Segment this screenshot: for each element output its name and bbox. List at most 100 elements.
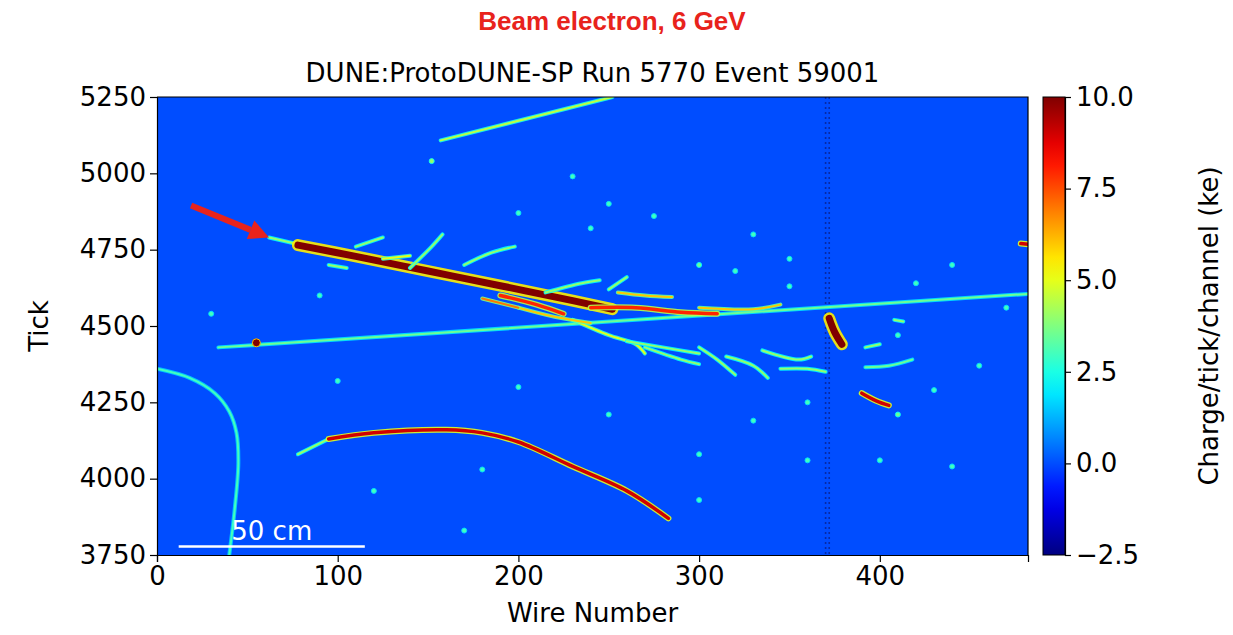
- y-tick-mark: [150, 250, 157, 251]
- colorbar-tick-mark: [1065, 97, 1071, 98]
- colorbar-tick-label: 10.0: [1076, 82, 1134, 112]
- hit: [805, 400, 810, 405]
- y-tick-label: 4750: [80, 234, 146, 264]
- hit: [429, 159, 434, 164]
- y-tick: 4000: [80, 463, 157, 493]
- arrow-head: [247, 221, 269, 240]
- track: [329, 430, 669, 519]
- track-halo: [829, 318, 842, 344]
- track-halo: [410, 234, 443, 268]
- hit: [335, 378, 340, 383]
- hit: [751, 232, 756, 237]
- event-display: 0100200300400375040004250450047505000525…: [0, 0, 1233, 635]
- hit: [252, 339, 260, 347]
- track-halo: [1021, 241, 1028, 248]
- track-halo: [865, 360, 912, 368]
- track: [441, 97, 613, 140]
- colorbar-tick-mark: [1065, 189, 1071, 190]
- colorbar-tick-label: 7.5: [1076, 173, 1117, 203]
- hit: [895, 412, 900, 417]
- track-halo: [609, 277, 627, 289]
- track: [573, 320, 645, 354]
- hit: [697, 452, 702, 457]
- track: [865, 344, 879, 347]
- track-halo: [383, 256, 410, 259]
- hit: [516, 385, 521, 390]
- x-axis: 0 100 200 300 400: [149, 555, 1028, 591]
- track-halo: [329, 265, 347, 268]
- hit: [787, 256, 792, 261]
- x-tick-label: 400: [856, 561, 906, 591]
- track: [157, 369, 238, 555]
- colorbar-tick-mark: [1065, 280, 1071, 281]
- x-tick: 400: [856, 555, 906, 591]
- hit: [606, 412, 611, 417]
- track-halo: [865, 344, 879, 347]
- track: [726, 357, 768, 378]
- hit: [516, 211, 521, 216]
- colorbar-tick: 5.0: [1065, 265, 1117, 295]
- track-halo: [441, 97, 613, 140]
- track: [464, 247, 515, 265]
- track: [329, 265, 347, 268]
- plot-frame: [157, 97, 1028, 555]
- colorbar-tick-label: 5.0: [1076, 265, 1117, 295]
- hit: [697, 498, 702, 503]
- track: [1021, 242, 1028, 246]
- track: [699, 347, 735, 374]
- supertitle: Beam electron, 6 GeV: [478, 6, 746, 36]
- y-tick-mark: [150, 479, 157, 480]
- track: [762, 350, 811, 359]
- hit: [462, 528, 467, 533]
- hit: [317, 293, 322, 298]
- track: [482, 299, 518, 308]
- plot-area: [157, 97, 1028, 555]
- track-halo: [464, 247, 515, 265]
- track-halo: [894, 320, 903, 322]
- x-tick: 0: [149, 555, 166, 591]
- hit: [805, 458, 810, 463]
- colorbar-tick-label: 0.0: [1076, 448, 1117, 478]
- colorbar-tick-label: −2.5: [1076, 540, 1139, 570]
- track: [645, 347, 699, 364]
- hit: [697, 262, 702, 267]
- track-halo: [298, 439, 329, 454]
- track: [383, 256, 410, 259]
- track: [699, 305, 780, 310]
- x-tick: 100: [313, 555, 363, 591]
- track: [894, 320, 903, 322]
- y-tick-mark: [150, 326, 157, 327]
- track: [298, 439, 329, 454]
- hit: [480, 467, 485, 472]
- hit: [950, 464, 955, 469]
- track-halo: [699, 305, 780, 310]
- track-halo: [762, 350, 811, 359]
- track-halo: [356, 237, 383, 246]
- track-halo: [862, 393, 889, 405]
- y-tick: 4500: [80, 311, 157, 341]
- y-tick-label: 3750: [80, 540, 146, 570]
- colorbar-tick: 7.5: [1065, 173, 1117, 203]
- x-tick-label: 300: [675, 561, 725, 591]
- track-halo: [546, 280, 600, 292]
- x-tick: 300: [675, 555, 725, 591]
- hit: [371, 488, 376, 493]
- colorbar-tick-mark: [1065, 463, 1071, 464]
- x-tick-label: 100: [313, 561, 363, 591]
- track-halo: [298, 245, 612, 309]
- colorbar-tick-label: 2.5: [1076, 357, 1117, 387]
- y-axis: 3750400042504500475050005250: [80, 82, 158, 570]
- colorbar-tick: −2.5: [1065, 540, 1139, 570]
- y-tick-mark: [150, 173, 157, 174]
- track: [546, 280, 600, 292]
- y-tick-mark: [150, 97, 157, 98]
- hit: [913, 281, 918, 286]
- hit: [606, 201, 611, 206]
- background: [157, 97, 1028, 555]
- track-halo: [157, 369, 238, 555]
- x-tick-label: 200: [494, 561, 544, 591]
- title: DUNE:ProtoDUNE-SP Run 5770 Event 59001: [306, 58, 880, 88]
- arrow-shaft: [191, 205, 250, 229]
- y-axis-title: Tick: [24, 300, 54, 353]
- hit: [751, 418, 756, 423]
